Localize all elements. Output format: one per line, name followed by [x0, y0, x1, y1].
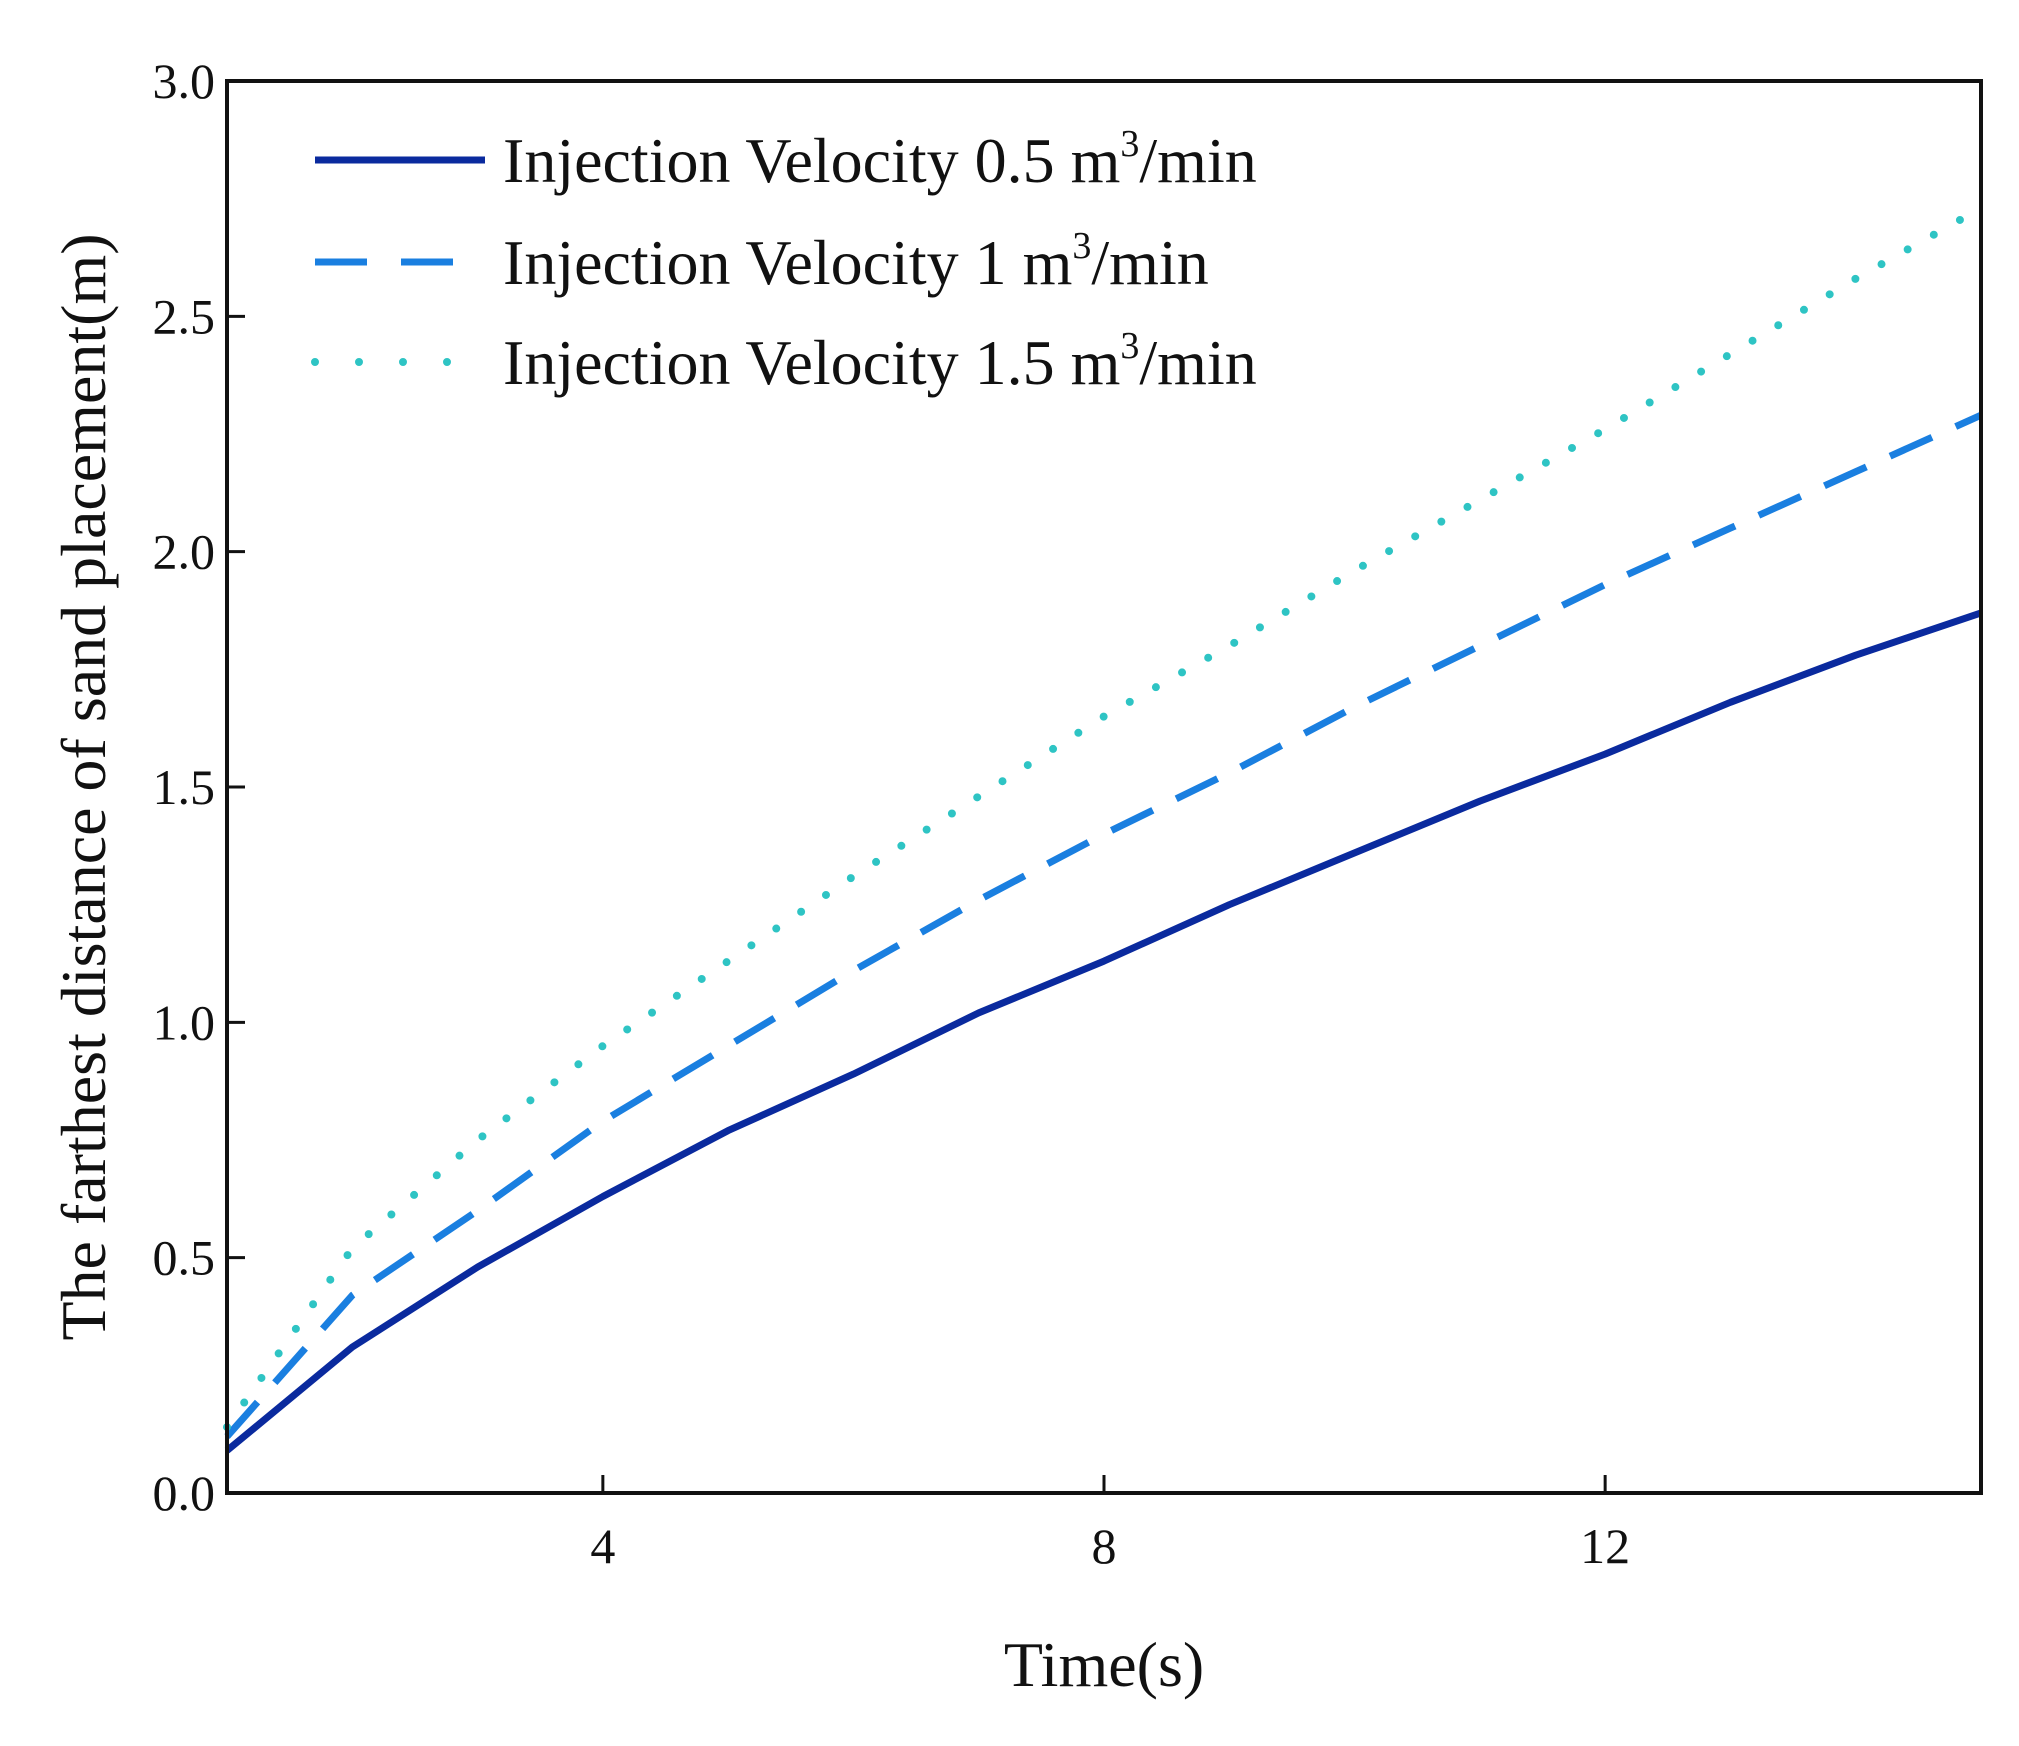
y-axis-title: The farthest distance of sand placement(…: [48, 233, 119, 1340]
series-line-1: [224, 609, 1983, 1454]
y-tick-label: 0.5: [153, 1230, 216, 1286]
series-line-2: [224, 412, 1983, 1439]
y-tick-label: 2.0: [153, 524, 216, 580]
x-tick-label: 12: [1580, 1518, 1630, 1574]
x-axis-title: Time(s): [1004, 1629, 1204, 1700]
y-tick-label: 3.0: [153, 53, 216, 109]
y-tick-label: 1.0: [153, 994, 216, 1050]
y-tick-label: 2.5: [153, 288, 216, 344]
legend-label-3: Injection Velocity 1.5 m3/min: [503, 325, 1257, 398]
y-tick-label: 1.5: [153, 759, 216, 815]
legend: Injection Velocity 0.5 m3/min Injection V…: [311, 123, 1257, 398]
series-line-3: [223, 204, 1985, 1432]
series-group: [223, 204, 1985, 1454]
x-tick-label: 4: [590, 1518, 615, 1574]
x-tick-label: 8: [1092, 1518, 1117, 1574]
legend-label-2: Injection Velocity 1 m3/min: [503, 225, 1209, 298]
legend-label-1: Injection Velocity 0.5 m3/min: [503, 123, 1257, 196]
axis-ticks: 0.0 0.5 1.0 1.5 2.0 2.5 3.0 4 8 12: [153, 53, 1631, 1574]
y-tick-label: 0.0: [153, 1465, 216, 1521]
